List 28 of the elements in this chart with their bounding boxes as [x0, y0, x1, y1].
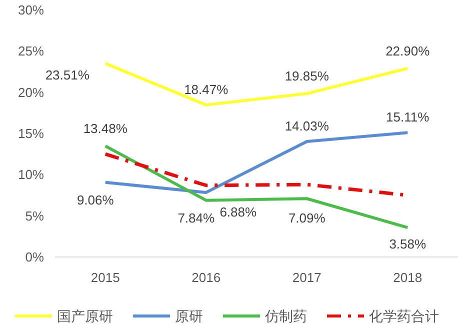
data-label: 3.58%	[389, 236, 426, 252]
data-label: 18.47%	[184, 82, 229, 97]
data-label: 13.48%	[83, 121, 128, 136]
legend-label: 国产原研	[57, 308, 113, 324]
x-tick-label: 2016	[192, 270, 221, 285]
legend-label: 化学药合计	[369, 308, 439, 324]
legend-label: 仿制药	[264, 308, 307, 324]
x-tick-label: 2018	[393, 270, 422, 285]
data-label: 19.85%	[284, 68, 330, 84]
x-tick-label: 2017	[292, 270, 322, 285]
data-label: 6.88%	[220, 204, 257, 220]
y-tick-label: 0%	[25, 250, 44, 264]
y-tick-label: 15%	[18, 126, 44, 141]
y-tick-label: 30%	[18, 2, 44, 18]
data-label: 7.09%	[288, 210, 326, 226]
y-tick-label: 5%	[25, 208, 44, 224]
data-label: 7.84%	[178, 210, 215, 226]
line-series	[104, 62, 410, 106]
data-label: 15.11%	[386, 110, 430, 125]
data-label: 22.90%	[386, 43, 430, 58]
x-tick-label: 2015	[90, 270, 120, 285]
y-tick-label: 10%	[18, 167, 44, 182]
y-tick-label: 25%	[18, 44, 44, 59]
data-label: 14.03%	[284, 118, 330, 134]
data-label: 9.06%	[76, 192, 114, 208]
y-tick-label: 20%	[18, 84, 44, 100]
legend-label: 原研	[175, 308, 203, 324]
data-label: 23.51%	[45, 67, 90, 82]
